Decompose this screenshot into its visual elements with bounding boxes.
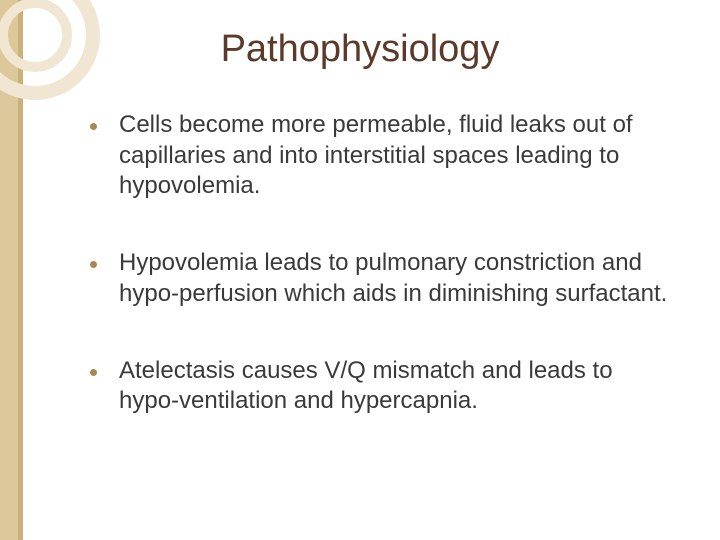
bullet-item: Cells become more permeable, fluid leaks… [90, 110, 670, 202]
slide: Pathophysiology Cells become more permea… [0, 0, 720, 540]
bullet-dot-icon [90, 261, 97, 268]
slide-title: Pathophysiology [0, 28, 720, 71]
bullet-text: Atelectasis causes V/Q mismatch and lead… [119, 356, 670, 417]
bullet-text: Cells become more permeable, fluid leaks… [119, 110, 670, 202]
left-accent-bar-inner [18, 0, 23, 540]
bullet-text: Hypovolemia leads to pulmonary constrict… [119, 248, 670, 309]
bullet-dot-icon [90, 123, 97, 130]
left-accent-bar [0, 0, 18, 540]
bullet-item: Hypovolemia leads to pulmonary constrict… [90, 248, 670, 309]
slide-body: Cells become more permeable, fluid leaks… [90, 110, 670, 463]
bullet-item: Atelectasis causes V/Q mismatch and lead… [90, 356, 670, 417]
bullet-dot-icon [90, 369, 97, 376]
